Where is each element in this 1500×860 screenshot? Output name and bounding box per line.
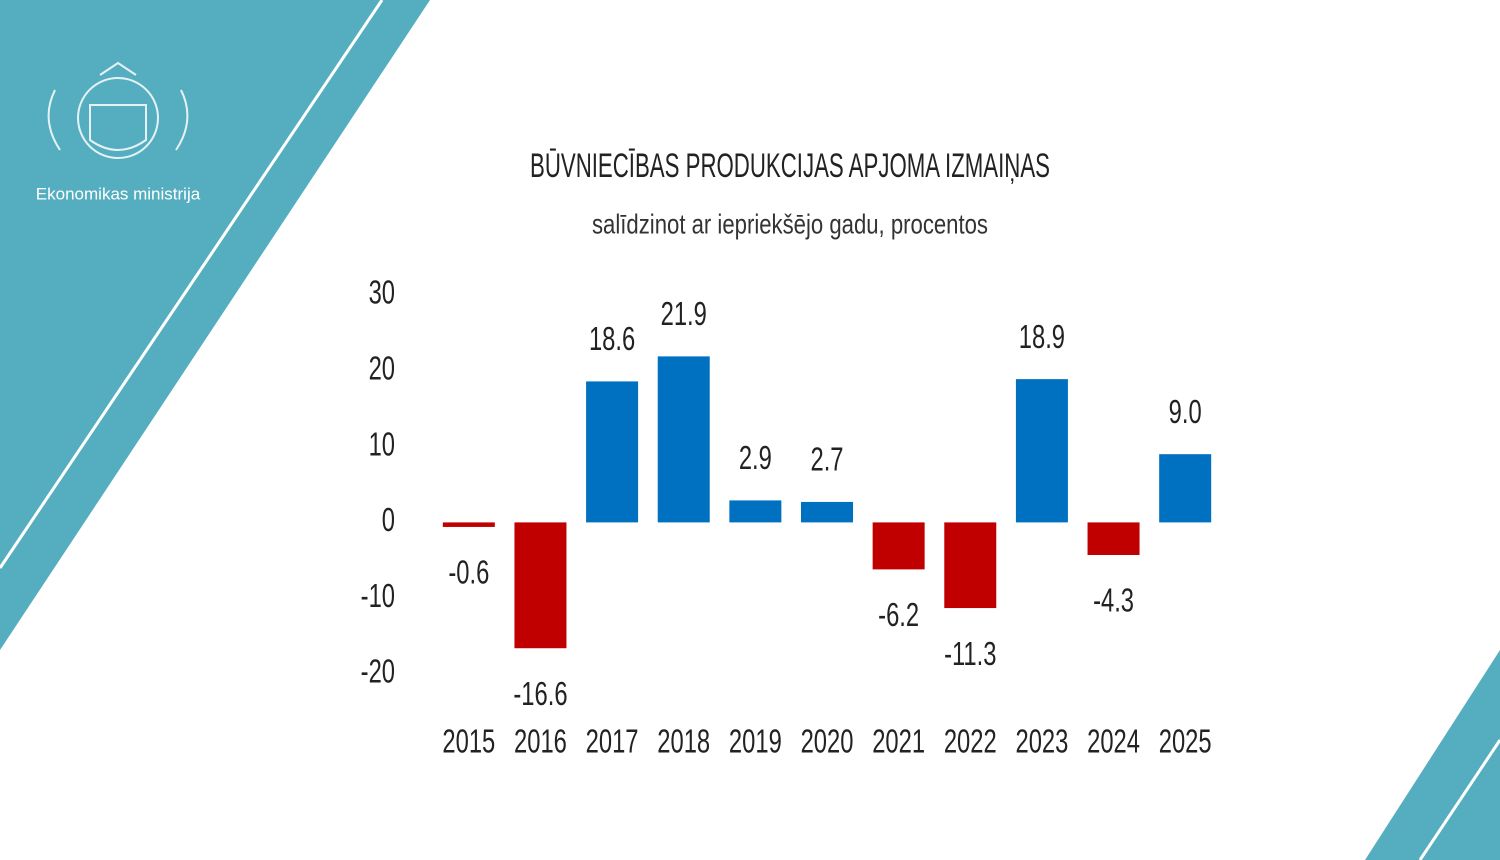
bar <box>442 522 495 527</box>
y-tick-label: 10 <box>369 427 395 464</box>
bar <box>801 501 853 523</box>
chart-title: BŪVNIECĪBAS PRODUKCIJAS APJOMA IZMAIŅAS <box>530 147 1050 185</box>
x-tick-label: 2021 <box>872 724 925 761</box>
bar <box>1015 379 1068 523</box>
value-label: 18.6 <box>589 321 635 358</box>
bar <box>1159 454 1212 523</box>
value-label: -16.6 <box>513 676 567 713</box>
x-tick-label: 2025 <box>1159 724 1212 761</box>
bar <box>514 522 567 649</box>
chart-subtitle: salīdzinot ar iepriekšējo gadu, procento… <box>592 208 988 239</box>
x-tick-label: 2016 <box>514 724 567 761</box>
y-tick-label: 30 <box>369 275 395 312</box>
value-label: 9.0 <box>1169 394 1202 431</box>
corner-decoration <box>1365 650 1500 860</box>
bar <box>872 522 925 570</box>
value-label: -11.3 <box>944 636 996 673</box>
y-tick-label: 20 <box>369 351 395 388</box>
x-tick-label: 2017 <box>586 724 639 761</box>
y-tick-label: 0 <box>382 502 395 539</box>
decor-line <box>0 0 384 569</box>
value-label: 18.9 <box>1019 319 1065 356</box>
value-label: -4.3 <box>1093 583 1134 620</box>
logo <box>47 61 189 159</box>
x-tick-label: 2023 <box>1015 724 1068 761</box>
organization-name: Ekonomikas ministrija <box>36 184 201 203</box>
bar <box>1087 522 1140 555</box>
y-tick-label: -20 <box>361 654 395 691</box>
bar <box>586 381 639 523</box>
value-label: -0.6 <box>448 555 489 592</box>
value-label: 21.9 <box>661 296 707 333</box>
x-tick-label: 2019 <box>729 724 782 761</box>
decor-line <box>1418 739 1500 860</box>
x-tick-label: 2022 <box>944 724 997 761</box>
x-tick-label: 2018 <box>657 724 710 761</box>
y-tick-label: -10 <box>361 578 395 615</box>
bar <box>944 522 997 609</box>
bar <box>657 356 710 523</box>
x-tick-label: 2015 <box>442 724 495 761</box>
value-label: 2.9 <box>739 440 772 477</box>
corner-decoration <box>0 0 430 650</box>
value-label: -6.2 <box>878 597 919 634</box>
x-tick-label: 2024 <box>1087 724 1140 761</box>
x-tick-label: 2020 <box>801 724 854 761</box>
bar <box>729 500 782 523</box>
value-label: 2.7 <box>810 442 843 479</box>
